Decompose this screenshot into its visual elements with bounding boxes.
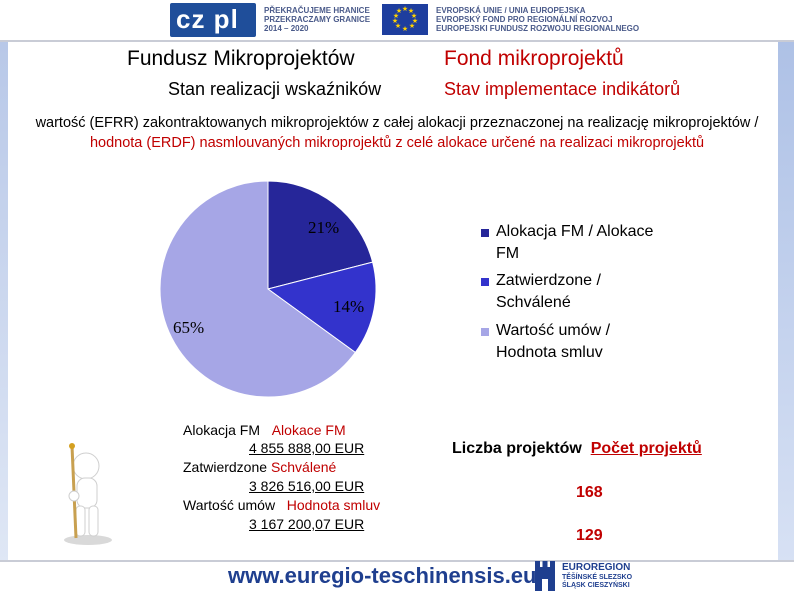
pie-chart: 21% 14% 65% [159,180,377,398]
legend-swatch-zatwierdzone [481,278,489,286]
right-decor-bar [778,42,794,562]
subtitle-cz: Stav implementace indikátorů [444,79,681,99]
euroregion-castle-icon [535,561,555,591]
czpl-logo [170,3,256,37]
subtitle-pl: Stan realizacji wskaźników [168,79,382,99]
svg-text:★: ★ [408,7,414,15]
left-decor-bar [0,42,8,562]
legend-alokacja-line-2: FM [496,245,520,262]
legend-zatwierdzone-line-1: Zatwierdzone / [496,272,601,289]
program-name-line-1: PŘEKRAČUJEME HRANICE [264,6,370,15]
euroregion-line-1: EUROREGION [562,562,631,573]
svg-text:★: ★ [396,7,402,15]
legend-alokacja-line-1: Alokacja FM / Alokace [496,223,654,240]
pie-slice-wartosc [159,180,357,398]
pie-label-alokacja: 21% [308,218,339,237]
allocation-label-pl: Alokacja FM [183,422,261,438]
footer-url-link[interactable]: www.euregio-teschinensis.eu [228,563,537,588]
legend-swatch-wartosc [481,328,489,336]
title-cz: Fond mikroprojektů [444,47,624,70]
pie-slice-alokacja [267,180,374,290]
footer-divider [0,560,794,562]
project-count-value-2: 129 [576,527,603,544]
description: wartość (EFRR) zakontraktowanych mikropr… [30,113,764,153]
svg-text:★: ★ [392,17,398,25]
legend-swatch-alokacja [481,229,489,237]
euroregion-line-2: TĚŠÍNSKÉ SLEZSKO [562,574,633,581]
svg-text:★: ★ [393,12,399,20]
footer-bar [0,560,794,595]
approved-value: 3 826 516,00 EUR [249,478,365,494]
contracts-line: Wartość umów Hodnota smluv [183,496,380,514]
contracts-label-pl: Wartość umów [183,497,276,513]
legend-wartosc-line-2: Hodnota smluv [496,344,603,361]
allocation-label-cz: Alokace FM [271,422,346,438]
svg-text:★: ★ [402,5,408,13]
eu-line-3: EUROPEJSKI FUNDUSZ ROZWOJU REGIONALNEGO [436,24,640,33]
eu-line-2: EVROPSKÝ FOND PRO REGIONÁLNÍ ROZVOJ [436,15,613,24]
svg-text:★: ★ [412,17,418,25]
contracts-value: 3 167 200,07 EUR [249,516,365,532]
approved-label-pl: Zatwierdzone [183,459,268,475]
legend-wartosc-line-1: Wartość umów / [496,322,611,339]
header-divider [0,40,794,42]
project-count-label-cz: Počet projektů [590,440,702,457]
eu-flag-icon: ★ ★ ★ ★ ★ ★ ★ ★ ★ ★ [382,4,428,35]
legend-zatwierdzone-line-2: Schválené [496,294,571,311]
description-pl: wartość (EFRR) zakontraktowanych mikropr… [35,115,759,131]
figure-with-stick-icon [64,443,112,545]
allocation-value: 4 855 888,00 EUR [249,440,365,456]
program-name-line-2: PRZEKRACZAMY GRANICE [264,15,371,24]
contracts-label-cz: Hodnota smluv [286,497,381,513]
eu-line-1: EVROPSKÁ UNIE / UNIA EUROPEJSKA [436,6,586,15]
czpl-logo-text: cz pl [176,4,239,34]
allocation-line: Alokacja FM Alokace FM [183,421,346,439]
project-count-heading: Liczba projektów Počet projektů [452,440,702,458]
svg-text:★: ★ [409,22,415,30]
pie-label-wartosc: 65% [173,318,204,337]
pie-slice-zatwierdzone [266,261,377,354]
pie-label-zatwierdzone: 14% [333,297,364,316]
svg-text:★: ★ [411,12,417,20]
svg-text:★: ★ [395,22,401,30]
euroregion-line-3: ŚLĄSK CIESZYŃSKI [562,582,630,589]
description-cz: hodnota (ERDF) nasmlouvaných mikroprojek… [89,135,705,151]
project-count-value-1: 168 [576,484,603,501]
approved-line: Zatwierdzone Schválené [183,458,336,476]
svg-text:★: ★ [402,25,408,33]
project-count-label-pl: Liczba projektów [452,440,582,457]
approved-label-cz: Schválené [270,459,337,475]
program-years: 2014 – 2020 [264,24,309,33]
title-pl: Fundusz Mikroprojektów [127,47,355,70]
